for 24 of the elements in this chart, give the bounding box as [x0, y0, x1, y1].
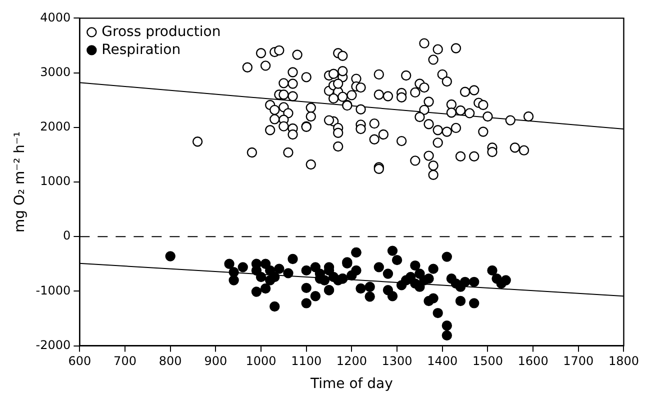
y-tick-label: 1000 [40, 174, 71, 188]
x-tick-label: 1400 [427, 354, 458, 368]
x-tick-label: 600 [68, 354, 92, 368]
x-tick-label: 1800 [608, 354, 640, 368]
x-tick-label: 1200 [336, 354, 367, 368]
x-tick-label: 700 [114, 354, 136, 368]
legend-label: Gross production [102, 24, 221, 40]
y-tick-label: -2000 [36, 338, 71, 352]
x-axis-title: Time of day [309, 376, 393, 392]
y-tick-label: 4000 [40, 10, 71, 24]
legend-label: Respiration [102, 42, 181, 58]
x-tick-label: 900 [204, 354, 228, 368]
x-tick-label: 1700 [563, 354, 594, 368]
y-tick-label: 3000 [40, 64, 71, 79]
x-tick-label: 1500 [472, 354, 503, 368]
y-tick-label: 0 [63, 228, 71, 243]
x-tick-label: 1600 [518, 354, 548, 368]
x-tick-label: 1000 [246, 354, 276, 368]
x-tick-label: 800 [158, 354, 182, 368]
y-tick-label: 2000 [40, 120, 71, 134]
y-axis-title: mg O₂ m⁻² h⁻¹ [12, 131, 28, 233]
x-tick-label: 1100 [291, 354, 322, 368]
x-tick-label: 1300 [382, 354, 412, 368]
y-tick-label: -1000 [36, 283, 71, 298]
